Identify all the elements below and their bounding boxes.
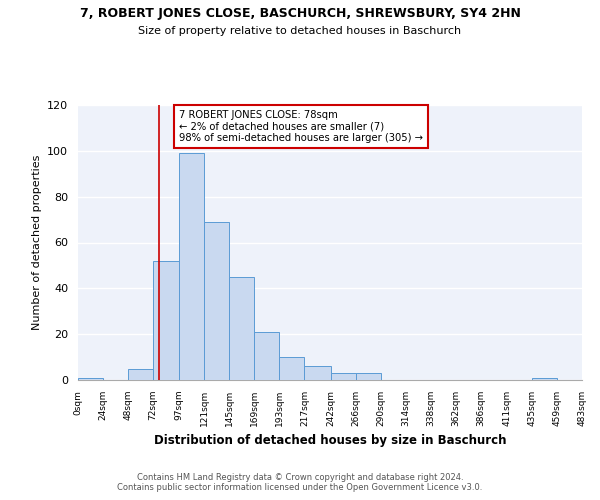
Bar <box>254 332 280 380</box>
Bar <box>78 378 103 380</box>
Text: Size of property relative to detached houses in Baschurch: Size of property relative to detached ho… <box>139 26 461 36</box>
Bar <box>204 222 229 380</box>
Bar <box>128 368 153 380</box>
Bar <box>280 357 304 380</box>
Bar <box>304 366 331 380</box>
Text: 7 ROBERT JONES CLOSE: 78sqm
← 2% of detached houses are smaller (7)
98% of semi-: 7 ROBERT JONES CLOSE: 78sqm ← 2% of deta… <box>179 110 423 143</box>
Bar <box>229 277 254 380</box>
Text: Contains HM Land Registry data © Crown copyright and database right 2024.
Contai: Contains HM Land Registry data © Crown c… <box>118 473 482 492</box>
Bar <box>179 153 204 380</box>
Bar <box>153 261 179 380</box>
Text: 7, ROBERT JONES CLOSE, BASCHURCH, SHREWSBURY, SY4 2HN: 7, ROBERT JONES CLOSE, BASCHURCH, SHREWS… <box>80 8 520 20</box>
Bar <box>331 373 356 380</box>
Bar <box>532 378 557 380</box>
Bar <box>356 373 380 380</box>
Y-axis label: Number of detached properties: Number of detached properties <box>32 155 41 330</box>
X-axis label: Distribution of detached houses by size in Baschurch: Distribution of detached houses by size … <box>154 434 506 448</box>
